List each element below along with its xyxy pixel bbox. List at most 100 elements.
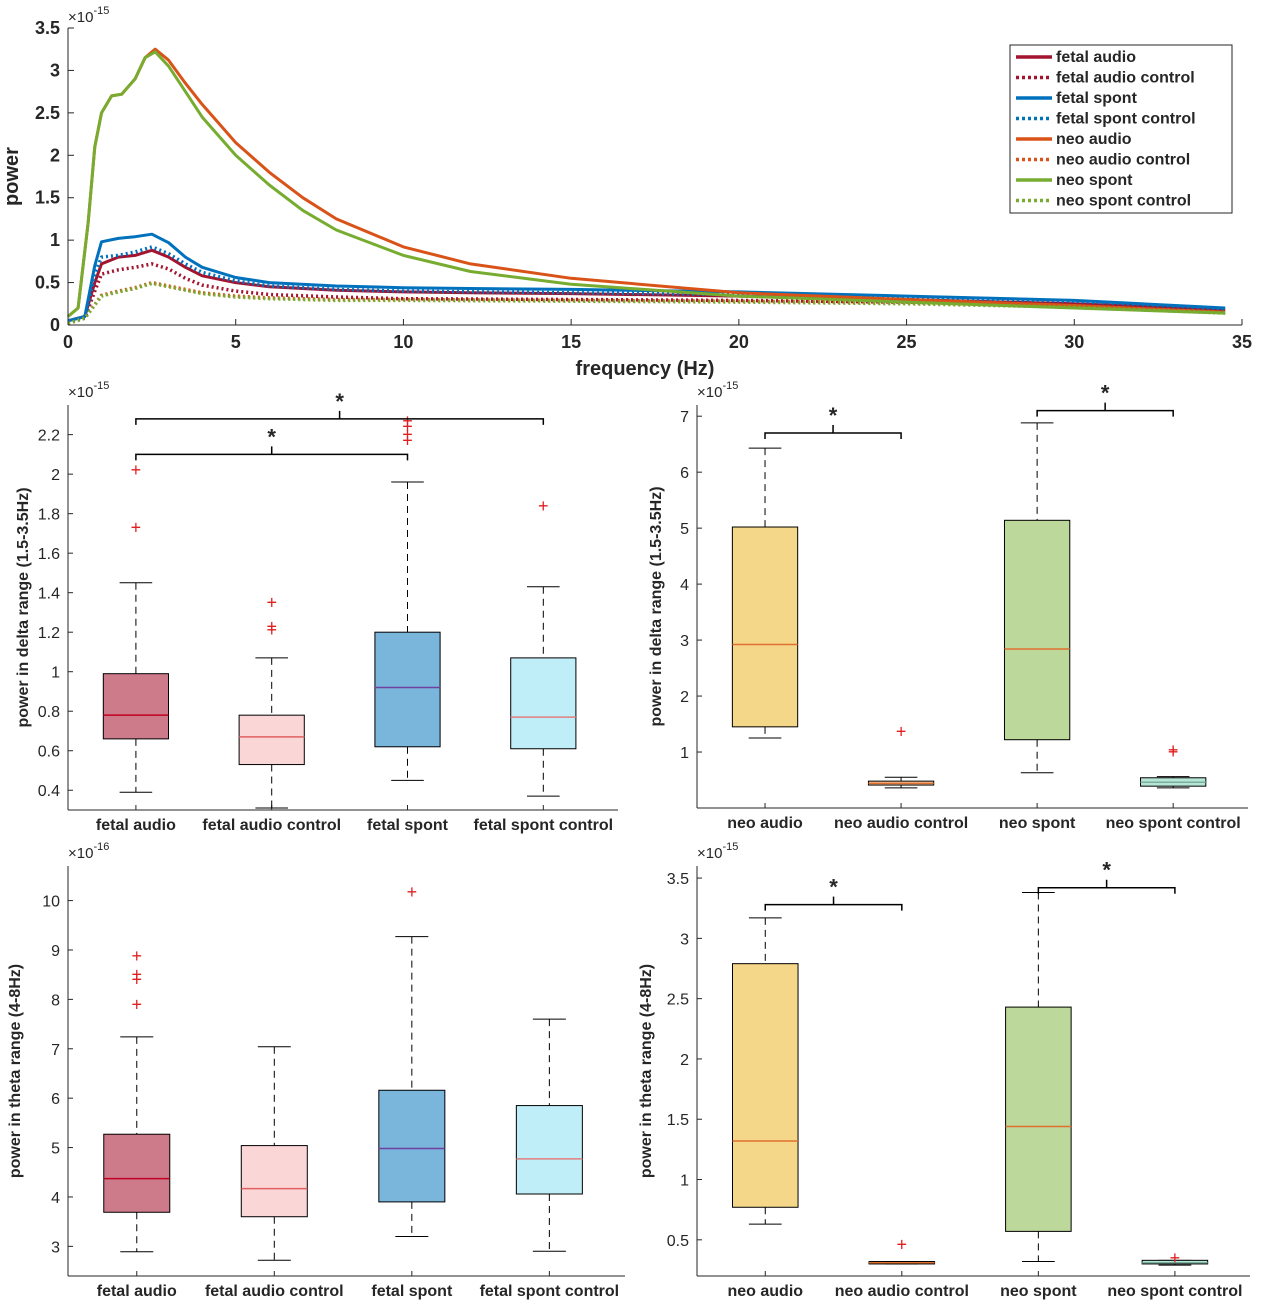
y-tick-label: 6 xyxy=(51,1091,60,1108)
box-iqr xyxy=(1005,1006,1072,1232)
exponent-power: -16 xyxy=(93,841,109,853)
y-tick-label: 0.5 xyxy=(35,273,60,293)
y-tick-label: 3 xyxy=(50,60,60,80)
box-2 xyxy=(1005,892,1072,1263)
y-axis-title: power in theta range (4-8Hz) xyxy=(638,964,655,1178)
y-tick-label: 1.4 xyxy=(38,586,60,603)
y-axis-title: power in delta range (1.5-3.5Hz) xyxy=(648,486,665,726)
significance-bracket xyxy=(764,896,903,911)
box-iqr xyxy=(238,714,305,766)
outlier-marker: + xyxy=(896,721,907,741)
outlier-marker: + xyxy=(132,994,143,1014)
exponent-base: ×10 xyxy=(697,845,722,862)
exponent-label: ×10-16 xyxy=(68,841,109,862)
y-tick-label: 2 xyxy=(50,145,60,165)
legend-label-7: neo spont control xyxy=(1056,193,1191,210)
significance-bracket xyxy=(135,410,545,425)
box-iqr xyxy=(1003,519,1071,741)
outlier-marker: + xyxy=(538,496,549,516)
y-tick-label: 0.5 xyxy=(667,1233,689,1250)
exponent-label: ×10-15 xyxy=(697,841,738,862)
y-tick-label: 1 xyxy=(51,665,60,682)
legend-label-3: fetal spont control xyxy=(1056,111,1196,128)
box-iqr xyxy=(374,631,441,748)
y-tick-label: 2.2 xyxy=(38,428,60,445)
y-tick-label: 0.6 xyxy=(38,744,60,761)
outlier-marker: + xyxy=(266,593,277,613)
series-line-7 xyxy=(67,281,1226,325)
significance-star: * xyxy=(829,875,838,900)
box-iqr xyxy=(510,657,577,750)
box-iqr xyxy=(378,1089,446,1203)
y-tick-label: 2.5 xyxy=(35,103,60,123)
series-line-3 xyxy=(67,245,1226,323)
outlier-marker: + xyxy=(1168,740,1179,760)
y-tick-label: 1.5 xyxy=(35,188,60,208)
box-3: ++ xyxy=(1140,740,1207,789)
category-label: fetal audio xyxy=(97,1283,177,1300)
outlier-marker: + xyxy=(897,1235,908,1255)
y-axis-title: power in delta range (1.5-3.5Hz) xyxy=(15,487,32,727)
y-tick-label: 9 xyxy=(51,943,60,960)
box-chart-1: 0.4 0.6 0.8 1 1.2 1.4 1.6 1.8 2 2.2 fetal audio fet… xyxy=(15,380,618,834)
outlier-marker: + xyxy=(266,616,277,636)
y-tick-label: 3.5 xyxy=(35,18,60,38)
box-chart-4: 0.5 1 1.5 2 2.5 3 3.5 neo audio neo audio contro… xyxy=(638,841,1250,1300)
exponent-base: ×10 xyxy=(68,384,93,401)
legend-label-6: neo spont xyxy=(1056,172,1133,189)
y-tick-label: 7 xyxy=(51,1042,60,1059)
category-label: neo audio control xyxy=(835,1283,969,1300)
box-iqr xyxy=(103,1133,171,1213)
y-tick-label: 2 xyxy=(51,467,60,484)
box-1: +++ xyxy=(238,593,305,809)
exponent-label: ×10-15 xyxy=(697,380,738,401)
significance-star: * xyxy=(267,424,276,449)
exponent-label: ×10-15 xyxy=(68,380,109,401)
x-tick-label: 0 xyxy=(63,332,73,352)
y-tick-label: 5 xyxy=(680,521,689,538)
y-tick-label: 1 xyxy=(680,1173,689,1190)
y-tick-label: 4 xyxy=(680,577,689,594)
box-0: ++++ xyxy=(103,946,171,1253)
y-axis-title: power in theta range (4-8Hz) xyxy=(7,964,24,1178)
category-label: fetal spont xyxy=(367,817,449,834)
category-label: fetal audio control xyxy=(202,817,341,834)
exponent-label: ×10-15 xyxy=(68,5,109,26)
exponent-power: -15 xyxy=(722,841,738,853)
y-tick-label: 1.8 xyxy=(38,507,60,524)
box-0 xyxy=(732,917,799,1225)
legend-label-2: fetal spont xyxy=(1056,90,1138,107)
y-tick-label: 1.2 xyxy=(38,625,60,642)
outlier-marker: + xyxy=(1170,1248,1181,1268)
series-line-6 xyxy=(67,50,1226,318)
series-line-1 xyxy=(67,262,1226,323)
significance-bracket xyxy=(1037,879,1176,894)
exponent-base: ×10 xyxy=(697,384,722,401)
significance-bracket xyxy=(1036,402,1174,417)
category-label: neo spont xyxy=(1000,1283,1077,1300)
y-tick-label: 4 xyxy=(51,1190,60,1207)
y-tick-label: 10 xyxy=(42,894,60,911)
outlier-marker: + xyxy=(266,620,277,640)
box-iqr xyxy=(102,673,169,740)
box-iqr xyxy=(731,526,799,728)
y-tick-label: 8 xyxy=(51,992,60,1009)
box-2: + xyxy=(378,882,446,1237)
box-0: ++ xyxy=(102,460,169,793)
category-label: neo spont control xyxy=(1107,1283,1242,1300)
y-tick-label: 2 xyxy=(680,1052,689,1069)
x-tick-label: 25 xyxy=(897,332,917,352)
box-0 xyxy=(731,447,799,739)
significance-star: * xyxy=(1102,858,1111,883)
y-tick-label: 2.5 xyxy=(667,992,689,1009)
outlier-marker: + xyxy=(132,970,143,990)
category-label: fetal spont control xyxy=(480,1283,620,1300)
exponent-base: ×10 xyxy=(68,9,93,26)
x-tick-label: 20 xyxy=(729,332,749,352)
box-1 xyxy=(240,1046,308,1261)
y-tick-label: 7 xyxy=(680,409,689,426)
x-axis-title: frequency (Hz) xyxy=(576,358,715,380)
box-3: + xyxy=(1141,1248,1209,1268)
significance-star: * xyxy=(1101,381,1110,406)
